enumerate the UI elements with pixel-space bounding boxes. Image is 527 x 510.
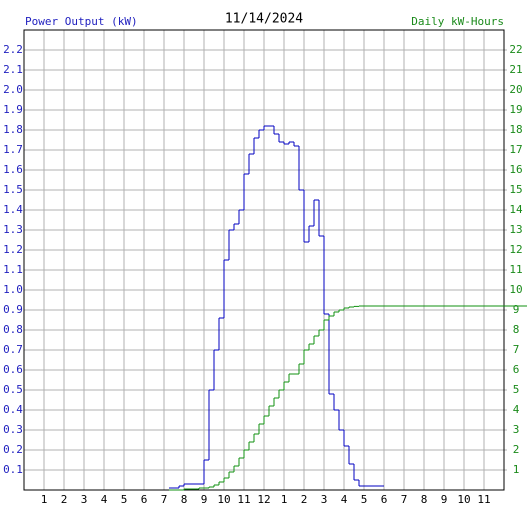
y2-tick-label: 4 [513, 403, 520, 416]
y-tick-label: 1.3 [3, 223, 23, 236]
y2-tick-label: 2 [513, 443, 520, 456]
y2-tick-label: 1 [513, 463, 520, 476]
y-tick-label: 1.7 [3, 143, 23, 156]
y-tick-label: 2.0 [3, 83, 23, 96]
y2-tick-label: 9 [513, 303, 520, 316]
y2-axis-label: Daily kW-Hours [411, 15, 504, 28]
y-tick-label: 0.7 [3, 343, 23, 356]
chart-title: 11/14/2024 [225, 12, 303, 27]
x-tick-label: 1 [281, 493, 288, 506]
x-tick-label: 12 [257, 493, 270, 506]
y-tick-label: 0.4 [3, 403, 23, 416]
y2-tick-label: 16 [509, 163, 522, 176]
x-tick-label: 8 [181, 493, 188, 506]
y2-tick-label: 8 [513, 323, 520, 336]
x-tick-label: 5 [121, 493, 128, 506]
x-tick-label: 11 [477, 493, 490, 506]
y-axis-label: Power Output (kW) [25, 15, 138, 28]
y-tick-label: 0.2 [3, 443, 23, 456]
x-tick-label: 1 [41, 493, 48, 506]
x-tick-label: 7 [401, 493, 408, 506]
x-tick-label: 6 [381, 493, 388, 506]
x-tick-label: 3 [321, 493, 328, 506]
y2-tick-label: 19 [509, 103, 522, 116]
y-tick-label: 2.1 [3, 63, 23, 76]
x-tick-label: 3 [81, 493, 88, 506]
x-tick-label: 5 [361, 493, 368, 506]
y-tick-label: 0.9 [3, 303, 23, 316]
y2-tick-label: 14 [509, 203, 523, 216]
y2-tick-label: 12 [509, 243, 522, 256]
y2-tick-label: 10 [509, 283, 522, 296]
x-tick-label: 11 [237, 493, 250, 506]
y-tick-label: 2.2 [3, 43, 23, 56]
y2-tick-label: 15 [509, 183, 522, 196]
y-tick-label: 0.3 [3, 423, 23, 436]
plot-frame [23, 29, 505, 491]
y-tick-label: 1.4 [3, 203, 23, 216]
y-tick-label: 1.6 [3, 163, 23, 176]
x-tick-label: 9 [441, 493, 448, 506]
x-tick-label: 2 [301, 493, 308, 506]
y2-tick-label: 21 [509, 63, 522, 76]
y-tick-label: 0.5 [3, 383, 23, 396]
x-tick-label: 7 [161, 493, 168, 506]
y-tick-label: 1.1 [3, 263, 23, 276]
y2-tick-label: 11 [509, 263, 522, 276]
y-tick-label: 1.5 [3, 183, 23, 196]
y-tick-label: 1.9 [3, 103, 23, 116]
x-tick-label: 2 [61, 493, 68, 506]
x-tick-label: 4 [341, 493, 348, 506]
y2-tick-label: 6 [513, 363, 520, 376]
y2-tick-label: 20 [509, 83, 522, 96]
x-tick-label: 10 [457, 493, 470, 506]
y2-tick-label: 13 [509, 223, 522, 236]
x-tick-label: 4 [101, 493, 108, 506]
y2-tick-label: 5 [513, 383, 520, 396]
y-tick-label: 1.2 [3, 243, 23, 256]
y-tick-label: 0.1 [3, 463, 23, 476]
y-tick-label: 1.0 [3, 283, 23, 296]
x-tick-label: 6 [141, 493, 148, 506]
y-tick-label: 1.8 [3, 123, 23, 136]
x-tick-label: 10 [217, 493, 230, 506]
y2-tick-label: 7 [513, 343, 520, 356]
x-tick-label: 8 [421, 493, 428, 506]
y2-tick-label: 22 [509, 43, 522, 56]
y2-tick-label: 3 [513, 423, 520, 436]
y-tick-label: 0.8 [3, 323, 23, 336]
y-tick-label: 0.6 [3, 363, 23, 376]
y2-tick-label: 17 [509, 143, 522, 156]
y2-tick-label: 18 [509, 123, 522, 136]
x-tick-label: 9 [201, 493, 208, 506]
